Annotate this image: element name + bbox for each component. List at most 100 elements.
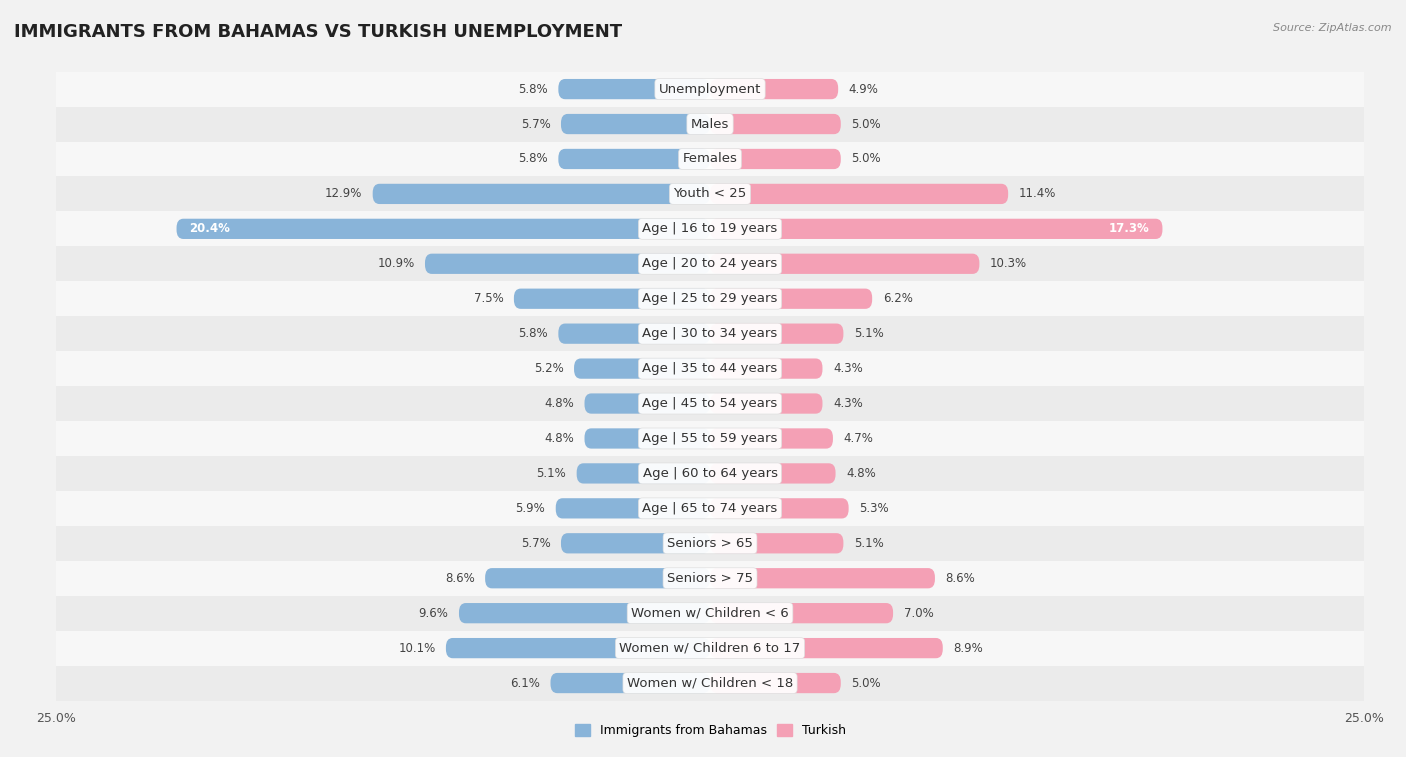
Text: Age | 20 to 24 years: Age | 20 to 24 years <box>643 257 778 270</box>
Text: Age | 25 to 29 years: Age | 25 to 29 years <box>643 292 778 305</box>
Text: 8.6%: 8.6% <box>444 572 475 584</box>
Text: 10.9%: 10.9% <box>377 257 415 270</box>
FancyBboxPatch shape <box>585 394 710 413</box>
FancyBboxPatch shape <box>515 288 710 309</box>
Text: 4.8%: 4.8% <box>544 432 574 445</box>
FancyBboxPatch shape <box>710 254 980 274</box>
Text: 6.1%: 6.1% <box>510 677 540 690</box>
Text: 5.7%: 5.7% <box>520 117 551 130</box>
FancyBboxPatch shape <box>574 359 710 378</box>
FancyBboxPatch shape <box>710 673 841 693</box>
Text: 4.8%: 4.8% <box>846 467 876 480</box>
Text: 5.8%: 5.8% <box>519 152 548 166</box>
Text: 9.6%: 9.6% <box>419 606 449 620</box>
FancyBboxPatch shape <box>710 603 893 623</box>
Text: 4.3%: 4.3% <box>832 397 863 410</box>
Text: 5.0%: 5.0% <box>851 117 882 130</box>
FancyBboxPatch shape <box>710 288 872 309</box>
Text: 8.9%: 8.9% <box>953 642 983 655</box>
FancyBboxPatch shape <box>710 394 823 413</box>
FancyBboxPatch shape <box>710 428 832 449</box>
Text: 4.7%: 4.7% <box>844 432 873 445</box>
Text: IMMIGRANTS FROM BAHAMAS VS TURKISH UNEMPLOYMENT: IMMIGRANTS FROM BAHAMAS VS TURKISH UNEMP… <box>14 23 623 41</box>
FancyBboxPatch shape <box>710 79 838 99</box>
Bar <box>56 456 1364 491</box>
FancyBboxPatch shape <box>561 533 710 553</box>
Text: Females: Females <box>682 152 738 166</box>
Text: 4.3%: 4.3% <box>832 362 863 375</box>
FancyBboxPatch shape <box>710 638 943 659</box>
Text: 6.2%: 6.2% <box>883 292 912 305</box>
Text: 12.9%: 12.9% <box>325 188 363 201</box>
FancyBboxPatch shape <box>710 219 1163 239</box>
FancyBboxPatch shape <box>576 463 710 484</box>
Text: Age | 35 to 44 years: Age | 35 to 44 years <box>643 362 778 375</box>
Text: 17.3%: 17.3% <box>1108 223 1149 235</box>
Text: 5.3%: 5.3% <box>859 502 889 515</box>
Text: 8.6%: 8.6% <box>945 572 976 584</box>
FancyBboxPatch shape <box>585 428 710 449</box>
Bar <box>56 72 1364 107</box>
Text: 5.7%: 5.7% <box>520 537 551 550</box>
Text: Women w/ Children < 6: Women w/ Children < 6 <box>631 606 789 620</box>
Text: 5.9%: 5.9% <box>516 502 546 515</box>
Bar <box>56 665 1364 700</box>
Text: Age | 30 to 34 years: Age | 30 to 34 years <box>643 327 778 340</box>
Bar <box>56 282 1364 316</box>
Text: 4.9%: 4.9% <box>849 83 879 95</box>
Text: Unemployment: Unemployment <box>659 83 761 95</box>
Bar <box>56 316 1364 351</box>
FancyBboxPatch shape <box>558 323 710 344</box>
Bar <box>56 386 1364 421</box>
Bar <box>56 631 1364 665</box>
Text: 5.1%: 5.1% <box>853 537 883 550</box>
Bar <box>56 351 1364 386</box>
FancyBboxPatch shape <box>555 498 710 519</box>
FancyBboxPatch shape <box>558 149 710 169</box>
FancyBboxPatch shape <box>710 568 935 588</box>
Text: Age | 16 to 19 years: Age | 16 to 19 years <box>643 223 778 235</box>
Legend: Immigrants from Bahamas, Turkish: Immigrants from Bahamas, Turkish <box>569 719 851 743</box>
Text: 5.1%: 5.1% <box>537 467 567 480</box>
Text: Source: ZipAtlas.com: Source: ZipAtlas.com <box>1274 23 1392 33</box>
Text: Males: Males <box>690 117 730 130</box>
FancyBboxPatch shape <box>710 149 841 169</box>
FancyBboxPatch shape <box>710 463 835 484</box>
FancyBboxPatch shape <box>446 638 710 659</box>
Text: Age | 60 to 64 years: Age | 60 to 64 years <box>643 467 778 480</box>
FancyBboxPatch shape <box>551 673 710 693</box>
FancyBboxPatch shape <box>710 323 844 344</box>
FancyBboxPatch shape <box>425 254 710 274</box>
Text: Seniors > 65: Seniors > 65 <box>666 537 754 550</box>
Text: Age | 55 to 59 years: Age | 55 to 59 years <box>643 432 778 445</box>
Bar <box>56 246 1364 282</box>
Bar <box>56 176 1364 211</box>
Text: 10.1%: 10.1% <box>398 642 436 655</box>
FancyBboxPatch shape <box>373 184 710 204</box>
FancyBboxPatch shape <box>485 568 710 588</box>
Text: 5.0%: 5.0% <box>851 677 882 690</box>
Text: 11.4%: 11.4% <box>1018 188 1056 201</box>
Text: Age | 65 to 74 years: Age | 65 to 74 years <box>643 502 778 515</box>
FancyBboxPatch shape <box>177 219 710 239</box>
Text: 7.5%: 7.5% <box>474 292 503 305</box>
Text: Women w/ Children 6 to 17: Women w/ Children 6 to 17 <box>620 642 800 655</box>
Bar <box>56 561 1364 596</box>
Text: 5.2%: 5.2% <box>534 362 564 375</box>
Bar <box>56 421 1364 456</box>
Text: 5.8%: 5.8% <box>519 83 548 95</box>
Bar <box>56 526 1364 561</box>
Text: Youth < 25: Youth < 25 <box>673 188 747 201</box>
Text: Age | 45 to 54 years: Age | 45 to 54 years <box>643 397 778 410</box>
Bar <box>56 211 1364 246</box>
Text: 10.3%: 10.3% <box>990 257 1026 270</box>
Text: 7.0%: 7.0% <box>904 606 934 620</box>
Text: 20.4%: 20.4% <box>190 223 231 235</box>
FancyBboxPatch shape <box>561 114 710 134</box>
FancyBboxPatch shape <box>710 114 841 134</box>
Text: 5.0%: 5.0% <box>851 152 882 166</box>
FancyBboxPatch shape <box>710 184 1008 204</box>
Bar <box>56 596 1364 631</box>
FancyBboxPatch shape <box>710 359 823 378</box>
Text: 5.1%: 5.1% <box>853 327 883 340</box>
